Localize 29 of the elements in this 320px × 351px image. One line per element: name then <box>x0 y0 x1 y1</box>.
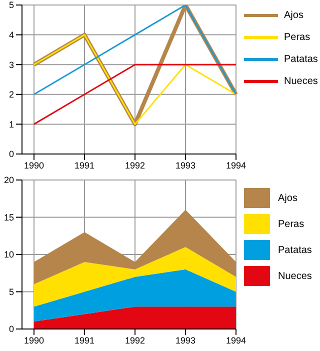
x-tick-label: 1993 <box>175 160 196 170</box>
x-tick-label: 1990 <box>24 335 44 346</box>
legend-label: Nueces <box>284 76 318 86</box>
x-tick-label: 1994 <box>226 335 246 346</box>
x-tick-label: 1994 <box>226 160 246 170</box>
x-tick-label: 1993 <box>175 335 196 346</box>
legend-label: Peras <box>284 32 310 42</box>
x-tick-label: 1992 <box>124 335 146 346</box>
y-tick-label: 4 <box>8 30 14 40</box>
legend-label: Patatas <box>278 244 312 256</box>
y-tick-label: 3 <box>8 60 14 70</box>
y-tick-label: 1 <box>8 119 14 130</box>
y-tick-label: 5 <box>8 286 14 297</box>
legend-label: Peras <box>278 218 304 230</box>
legend-label: Ajos <box>284 10 304 20</box>
x-tick-label: 1991 <box>74 160 95 170</box>
legend-label: Nueces <box>278 270 312 282</box>
y-tick-label: 0 <box>8 324 14 334</box>
y-tick-label: 5 <box>8 0 14 10</box>
x-tick-label: 1992 <box>124 160 146 170</box>
y-tick-label: 15 <box>4 212 14 222</box>
y-tick-label: 2 <box>8 90 14 100</box>
legend-label: Ajos <box>278 192 298 204</box>
y-tick-label: 10 <box>4 250 14 260</box>
x-tick-label: 1991 <box>74 335 95 346</box>
y-tick-label: 0 <box>8 149 14 160</box>
legend-label: Patatas <box>284 54 318 64</box>
y-tick-label: 20 <box>4 175 14 186</box>
x-tick-label: 1990 <box>24 160 44 170</box>
